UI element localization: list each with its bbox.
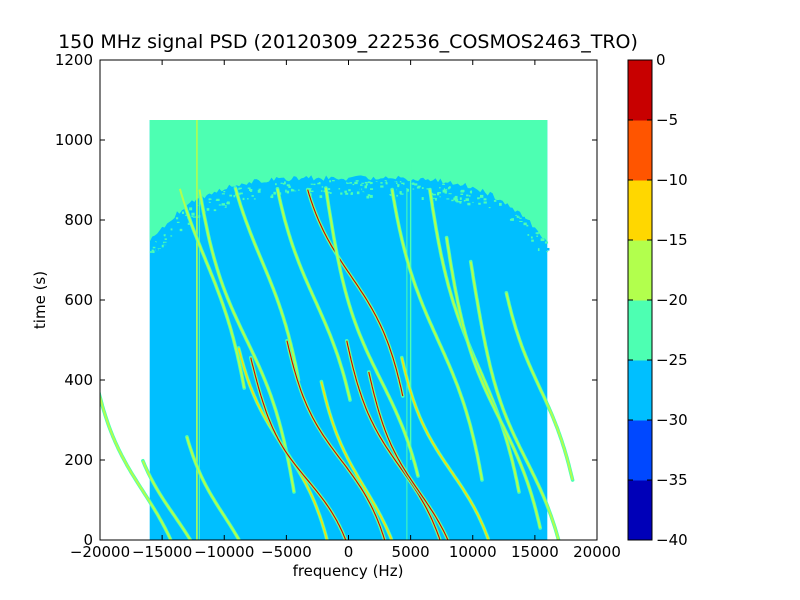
colorbar: −40 −35 −30 −25 −20 −15 −10 −5 0 <box>627 51 688 549</box>
x-axis-label: frequency (Hz) <box>293 562 404 580</box>
x-tick-label: −15000 <box>132 543 192 561</box>
x-tick-label: 20000 <box>573 543 621 561</box>
x-tick-label: −5000 <box>261 543 312 561</box>
x-tick-label: 0 <box>344 543 354 561</box>
y-tick-label: 600 <box>64 291 93 309</box>
colorbar-tick-label: 0 <box>656 51 666 69</box>
colorbar-segment <box>628 60 652 121</box>
colorbar-tick-label: −10 <box>656 171 688 189</box>
y-axis: 0 200 400 600 800 1000 1200 <box>55 51 597 549</box>
x-tick-label: −20000 <box>70 543 130 561</box>
colorbar-tick-label: −35 <box>656 471 688 489</box>
colorbar-segment <box>628 420 652 481</box>
x-tick-label: 10000 <box>449 543 497 561</box>
chart-title: 150 MHz signal PSD (20120309_222536_COSM… <box>58 31 638 53</box>
spectrogram-image <box>100 120 575 540</box>
colorbar-segment <box>628 300 652 361</box>
x-axis: −20000 −15000 −10000 −5000 0 5000 10000 15000 20… <box>70 60 621 561</box>
x-tick-label: −10000 <box>194 543 254 561</box>
colorbar-segment <box>628 480 652 541</box>
colorbar-segment <box>628 120 652 181</box>
colorbar-segment <box>628 360 652 421</box>
colorbar-tick-label: −15 <box>656 231 688 249</box>
x-tick-label: 5000 <box>392 543 430 561</box>
colorbar-tick-label: −5 <box>656 111 678 129</box>
y-tick-label: 1200 <box>55 51 93 69</box>
colorbar-tick-label: −25 <box>656 351 688 369</box>
colorbar-segment <box>628 180 652 241</box>
y-axis-label: time (s) <box>31 271 49 329</box>
y-tick-label: 800 <box>64 211 93 229</box>
colorbar-segment <box>628 240 652 301</box>
y-tick-label: 200 <box>64 451 93 469</box>
colorbar-tick-label: −30 <box>656 411 688 429</box>
colorbar-tick-label: −20 <box>656 291 688 309</box>
y-tick-label: 400 <box>64 371 93 389</box>
colorbar-tick-label: −40 <box>656 531 688 549</box>
x-tick-label: 15000 <box>511 543 559 561</box>
y-tick-label: 1000 <box>55 131 93 149</box>
y-tick-label: 0 <box>83 531 93 549</box>
